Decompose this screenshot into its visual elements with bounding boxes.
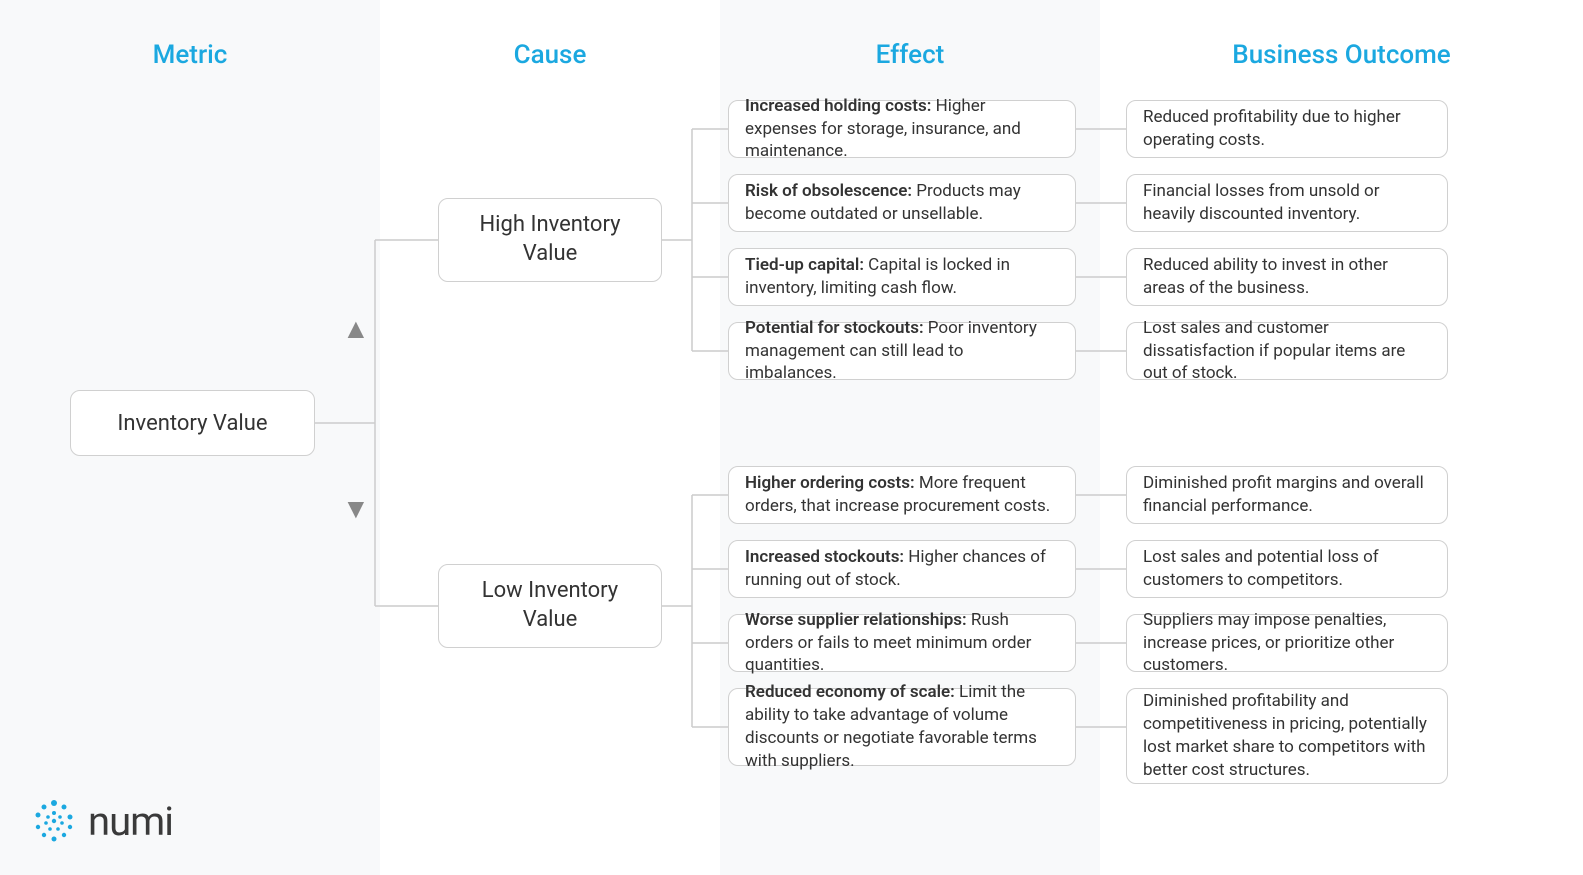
effect-box: Potential for stockouts: Poor inventory … [728,322,1076,380]
effect-box: Higher ordering costs: More frequent ord… [728,466,1076,524]
effect-box: Increased holding costs: Higher expenses… [728,100,1076,158]
effect-box: Tied-up capital: Capital is locked in in… [728,248,1076,306]
effect-text: Tied-up capital: Capital is locked in in… [745,254,1059,300]
outcome-text: Diminished profit margins and overall fi… [1143,472,1431,518]
outcome-text: Reduced profitability due to higher oper… [1143,106,1431,152]
cause-label: Low InventoryValue [482,577,618,634]
outcome-box: Diminished profit margins and overall fi… [1126,466,1448,524]
arrow-down-icon: ▼ [342,495,370,523]
effect-text: Increased stockouts: Higher chances of r… [745,546,1059,592]
outcome-box: Financial losses from unsold or heavily … [1126,174,1448,232]
outcome-text: Lost sales and customer dissatisfaction … [1143,317,1431,386]
effect-text: Worse supplier relationships: Rush order… [745,609,1059,678]
logo-text: numi [88,798,173,845]
outcome-text: Diminished profitability and competitive… [1143,690,1431,782]
metric-label: Inventory Value [117,411,267,436]
outcome-box: Diminished profitability and competitive… [1126,688,1448,784]
outcome-text: Lost sales and potential loss of custome… [1143,546,1431,592]
col-bg-cause [380,0,720,875]
outcome-box: Suppliers may impose penalties, increase… [1126,614,1448,672]
cause-low: Low InventoryValue [438,564,662,648]
header-metric: Metric [0,40,380,70]
outcome-box: Lost sales and potential loss of custome… [1126,540,1448,598]
outcome-text: Suppliers may impose penalties, increase… [1143,609,1431,678]
effect-box: Reduced economy of scale: Limit the abil… [728,688,1076,766]
effect-text: Reduced economy of scale: Limit the abil… [745,681,1059,773]
logo-icon [30,797,78,845]
brand-logo: numi [30,797,173,845]
effect-box: Risk of obsolescence: Products may becom… [728,174,1076,232]
effect-text: Increased holding costs: Higher expenses… [745,95,1059,164]
cause-high: High InventoryValue [438,198,662,282]
arrow-up-icon: ▲ [342,315,370,343]
metric-node: Inventory Value [70,390,315,456]
effect-box: Worse supplier relationships: Rush order… [728,614,1076,672]
effect-text: Potential for stockouts: Poor inventory … [745,317,1059,386]
outcome-box: Reduced ability to invest in other areas… [1126,248,1448,306]
outcome-box: Reduced profitability due to higher oper… [1126,100,1448,158]
header-outcome: Business Outcome [1100,40,1583,70]
effect-box: Increased stockouts: Higher chances of r… [728,540,1076,598]
cause-label: High InventoryValue [479,211,620,268]
outcome-text: Reduced ability to invest in other areas… [1143,254,1431,300]
effect-text: Risk of obsolescence: Products may becom… [745,180,1059,226]
effect-text: Higher ordering costs: More frequent ord… [745,472,1059,518]
outcome-text: Financial losses from unsold or heavily … [1143,180,1431,226]
header-effect: Effect [720,40,1100,70]
header-cause: Cause [380,40,720,70]
outcome-box: Lost sales and customer dissatisfaction … [1126,322,1448,380]
